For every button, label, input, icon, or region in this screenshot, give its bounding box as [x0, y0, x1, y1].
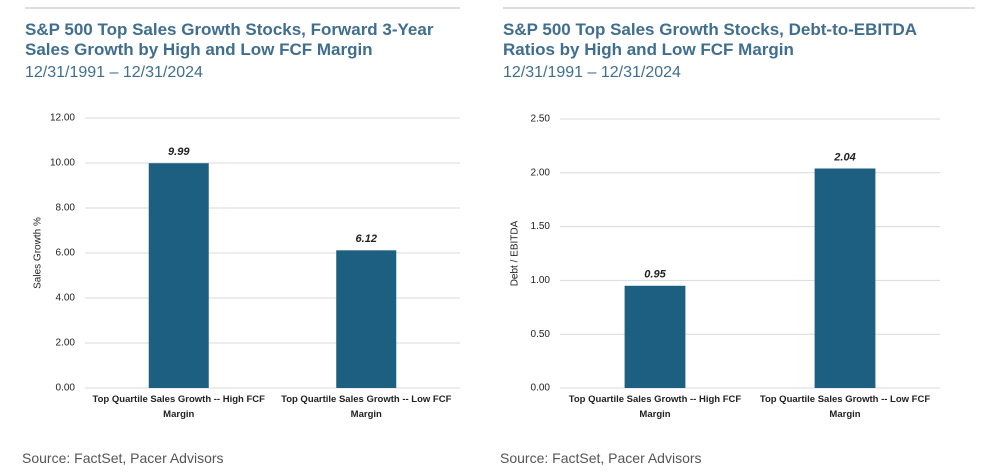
- x-tick-label-box: Top Quartile Sales Growth -- Low FCF Mar…: [281, 394, 452, 420]
- chart-title: S&P 500 Top Sales Growth Stocks, Debt-to…: [503, 20, 917, 59]
- value-label: 0.95: [644, 269, 666, 281]
- bar: [148, 163, 209, 388]
- x-tick-label: Top Quartile Sales Growth -- Low FCF Mar…: [759, 394, 931, 420]
- x-tick-label-box: Top Quartile Sales Growth -- High FCF Ma…: [92, 394, 265, 420]
- bar: [814, 168, 876, 388]
- y-tick-label: 1.00: [531, 275, 551, 286]
- y-tick-label: 10.00: [50, 158, 75, 169]
- x-tick-label-box: Top Quartile Sales Growth -- Low FCF Mar…: [759, 394, 931, 420]
- x-tick-label: Top Quartile Sales Growth -- High FCF Ma…: [568, 394, 742, 420]
- y-tick-label: 12.00: [50, 113, 75, 124]
- y-tick-label: 2.50: [531, 114, 551, 125]
- value-label: 6.12: [356, 233, 377, 245]
- chart-source: Source: FactSet, Pacer Advisors: [500, 450, 702, 466]
- chart-subtitle: 12/31/1991 – 12/31/2024: [25, 64, 203, 81]
- y-axis-label: Debt / EBITDA: [510, 220, 521, 286]
- y-tick-label: 2.00: [531, 167, 551, 178]
- y-tick-label: 0.00: [56, 383, 76, 394]
- bar: [624, 285, 686, 388]
- bar: [336, 250, 397, 388]
- y-tick-label: 1.50: [531, 221, 551, 232]
- value-label: 2.04: [833, 151, 855, 163]
- chart-title: S&P 500 Top Sales Growth Stocks, Forward…: [25, 20, 434, 59]
- y-tick-label: 4.00: [56, 293, 76, 304]
- x-tick-label-box: Top Quartile Sales Growth -- High FCF Ma…: [568, 394, 742, 420]
- x-tick-label: Top Quartile Sales Growth -- Low FCF Mar…: [281, 394, 452, 420]
- value-label: 9.99: [168, 146, 190, 158]
- y-tick-label: 2.00: [56, 338, 76, 349]
- y-tick-label: 6.00: [56, 248, 76, 259]
- x-tick-label: Top Quartile Sales Growth -- High FCF Ma…: [92, 394, 265, 420]
- y-tick-label: 0.00: [531, 383, 551, 394]
- chart-subtitle: 12/31/1991 – 12/31/2024: [503, 64, 681, 81]
- y-axis-label: Sales Growth %: [33, 217, 44, 289]
- chart-source: Source: FactSet, Pacer Advisors: [22, 450, 224, 466]
- y-tick-label: 0.50: [531, 329, 551, 340]
- y-tick-label: 8.00: [56, 203, 76, 214]
